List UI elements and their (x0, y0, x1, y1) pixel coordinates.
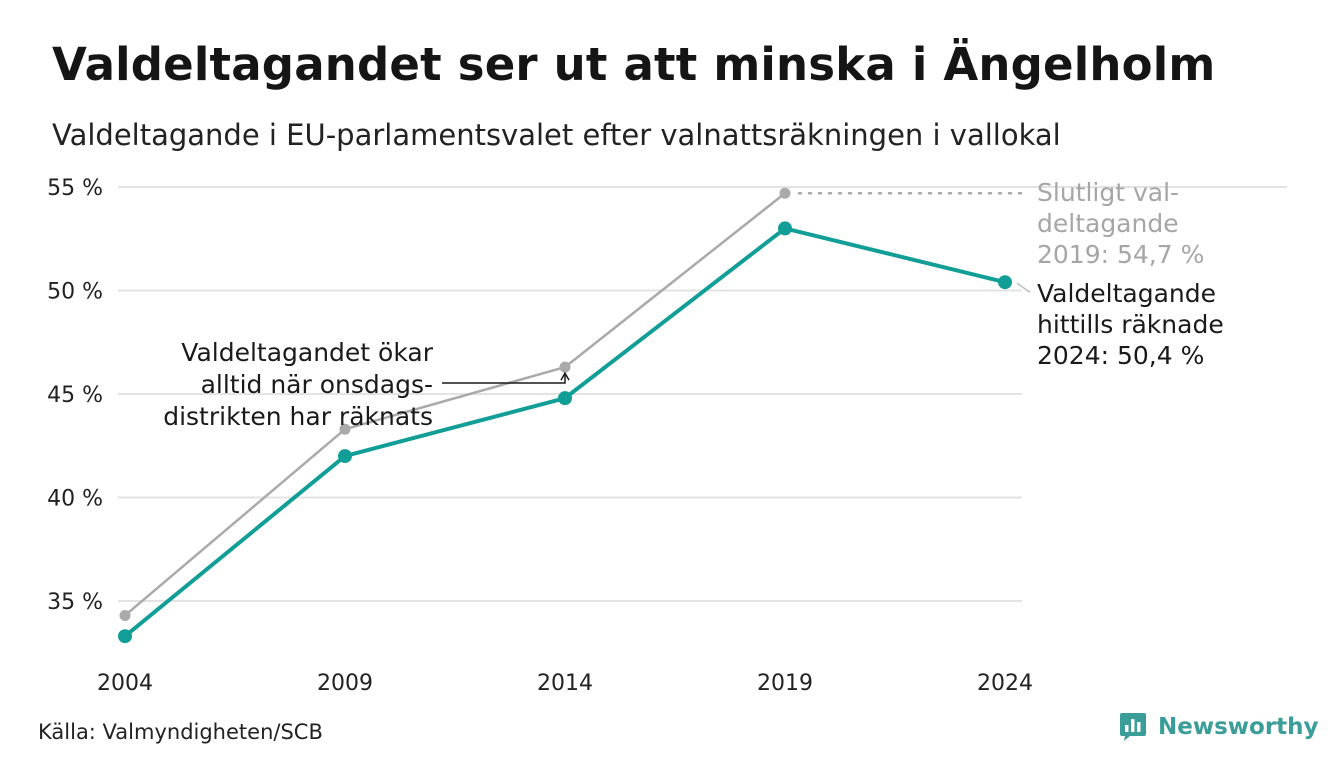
data-point-election_night (778, 221, 792, 236)
annotation-counted-2024: hittills räknade (1037, 310, 1224, 339)
data-point-final (119, 609, 131, 621)
x-axis-ticks: 2004 2009 2014 2019 2024 (97, 671, 1033, 696)
brand-label: Newsworthy (1158, 714, 1319, 740)
chart-title: Valdeltagandet ser ut att minska i Ängel… (52, 38, 1216, 91)
annotation-counted-2024: Valdeltagande (1037, 279, 1216, 308)
y-axis-ticks: 35 % 40 % 45 % 50 % 55 % (47, 176, 103, 615)
x-tick-label: 2009 (317, 671, 373, 696)
y-tick-label: 50 % (47, 280, 103, 305)
data-point-election_night (118, 629, 132, 644)
newsworthy-logo[interactable]: Newsworthy (1118, 712, 1319, 742)
source-note: Källa: Valmyndigheten/SCB (38, 720, 323, 744)
x-tick-label: 2004 (97, 671, 153, 696)
y-tick-label: 45 % (47, 383, 103, 408)
chart-subtitle: Valdeltagande i EU-parlamentsvalet efter… (52, 118, 1061, 152)
data-point-final (339, 423, 351, 435)
data-point-election_night (558, 391, 572, 406)
annotation-final-2019: Slutligt val- (1037, 178, 1179, 207)
data-point-election_night (998, 275, 1012, 290)
annotation-wednesday: distrikten har räknats (163, 402, 433, 431)
x-tick-label: 2014 (537, 671, 593, 696)
counted-2024-leader (1016, 282, 1031, 293)
annotation-final-2019: 2019: 54,7 % (1037, 240, 1204, 269)
series-points (118, 187, 1012, 644)
annotation-final-2019: deltagande (1037, 209, 1179, 238)
wednesday-arrow (442, 375, 566, 384)
data-point-final (559, 361, 571, 373)
x-tick-label: 2019 (757, 671, 813, 696)
newsworthy-icon (1120, 713, 1146, 741)
series-line-final (124, 192, 786, 617)
annotation-counted-2024: 2024: 50,4 % (1037, 341, 1204, 370)
y-tick-label: 35 % (47, 590, 103, 615)
y-tick-label: 40 % (47, 487, 103, 512)
annotation-wednesday: alltid när onsdags- (201, 370, 433, 399)
y-tick-label: 55 % (47, 176, 103, 201)
x-tick-label: 2024 (977, 671, 1033, 696)
annotation-wednesday: Valdeltagandet ökar (181, 338, 433, 367)
data-point-election_night (338, 449, 352, 464)
data-point-final (779, 187, 791, 199)
wednesday-arrowhead (560, 371, 570, 381)
